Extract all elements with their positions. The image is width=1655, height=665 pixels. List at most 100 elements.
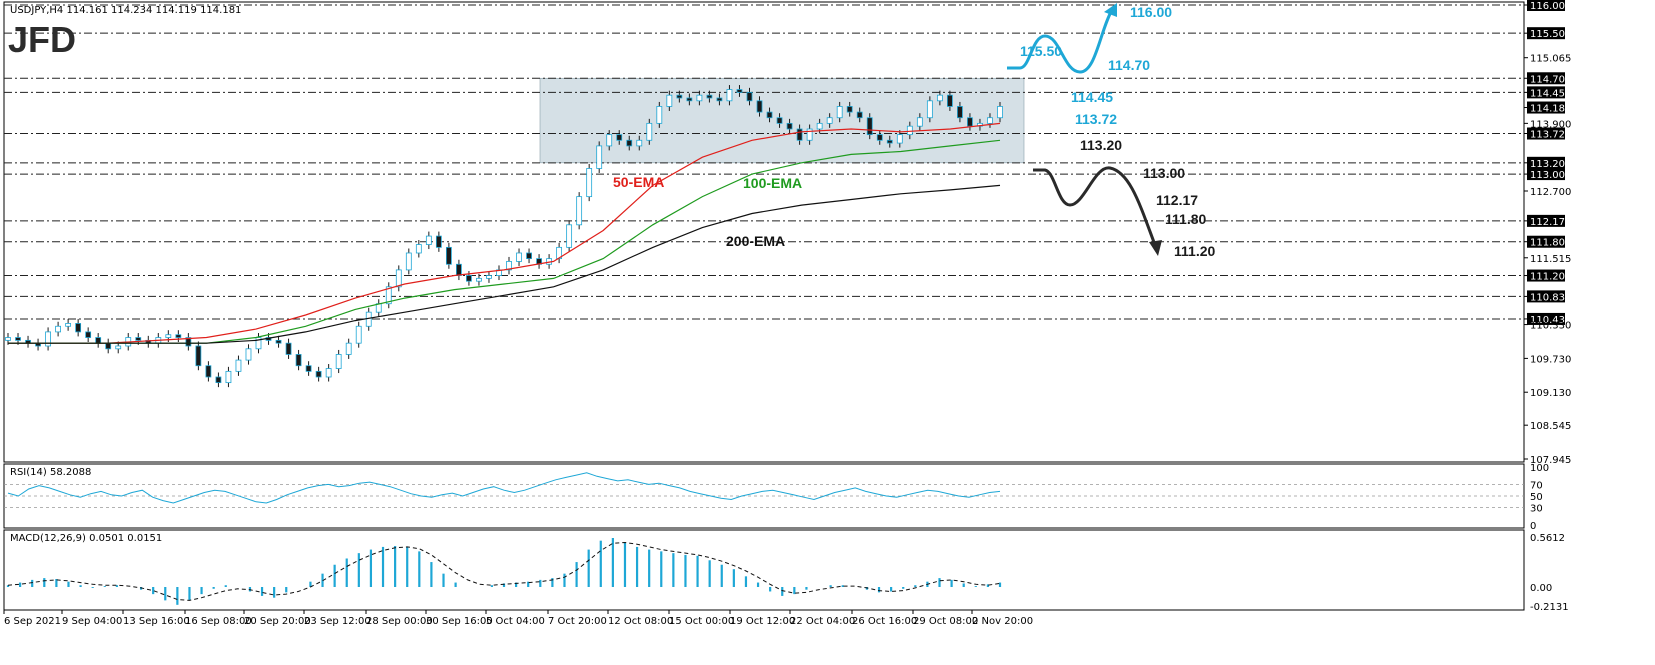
time-label-2: 13 Sep 16:00 xyxy=(123,616,190,627)
rsi-tick-3: 30 xyxy=(1530,504,1543,515)
ema-50-label: 50-EMA xyxy=(613,174,664,190)
price-label-bg-0 xyxy=(1527,0,1565,11)
candle-body-9 xyxy=(95,337,102,344)
candle-body-48 xyxy=(486,275,492,279)
candle-body-40 xyxy=(405,252,412,271)
macd-tick-2: -0.2131 xyxy=(1530,602,1569,613)
candle-body-52 xyxy=(526,252,532,260)
price-label-21: 107.945 xyxy=(1530,455,1571,466)
candle-body-88 xyxy=(886,139,893,144)
candle-body-6 xyxy=(65,323,72,327)
price-label-9: 113.000 xyxy=(1530,170,1571,181)
candle-body-17 xyxy=(175,334,182,338)
candle-body-56 xyxy=(566,224,573,248)
candle-body-95 xyxy=(957,106,963,119)
candle-body-86 xyxy=(866,117,873,136)
candle-body-78 xyxy=(786,122,793,130)
price-label-7: 113.720 xyxy=(1530,130,1571,141)
candle-body-72 xyxy=(726,89,733,102)
time-label-3: 16 Sep 08:00 xyxy=(185,616,252,627)
candle-body-58 xyxy=(586,168,593,198)
price-label-4: 114.450 xyxy=(1530,88,1571,99)
candle-body-10 xyxy=(105,342,112,350)
candle-body-65 xyxy=(656,106,663,124)
candle-body-28 xyxy=(285,342,292,355)
candle-body-73 xyxy=(736,89,743,93)
candle-body-91 xyxy=(916,117,923,127)
candle-body-4 xyxy=(45,331,51,347)
candle-body-61 xyxy=(616,134,623,141)
candle-body-22 xyxy=(225,370,232,384)
candle-body-43 xyxy=(435,235,442,248)
candle-body-59 xyxy=(596,145,603,169)
price-label-bg-15 xyxy=(1527,290,1565,303)
candle-body-27 xyxy=(275,339,282,344)
price-label-2: 115.065 xyxy=(1530,54,1571,65)
time-label-12: 19 Oct 12:00 xyxy=(730,616,795,627)
candle-body-62 xyxy=(626,139,633,147)
time-label-14: 26 Oct 16:00 xyxy=(852,616,917,627)
macd-tick-0: 0.5612 xyxy=(1530,533,1565,544)
bearish-arrow-head xyxy=(1149,240,1162,256)
bullish-arrow-head xyxy=(1104,3,1117,17)
candle-body-30 xyxy=(305,365,312,372)
price-label-15: 110.830 xyxy=(1530,292,1571,303)
candle-body-31 xyxy=(315,370,322,378)
candle-body-83 xyxy=(836,106,843,119)
price-label-1: 115.500 xyxy=(1530,29,1571,40)
bullish-path xyxy=(1007,7,1115,74)
price-label-16: 110.430 xyxy=(1530,315,1571,326)
annotation-114-45: 114.45 xyxy=(1071,89,1113,105)
price-label-13: 111.515 xyxy=(1530,254,1571,265)
candle-body-35 xyxy=(355,325,362,344)
candle-body-76 xyxy=(766,111,773,119)
price-label-bg-3 xyxy=(1527,72,1565,85)
candle-body-18 xyxy=(185,337,192,347)
annotation-113-00: 113.00 xyxy=(1143,165,1185,181)
candle-body-44 xyxy=(445,246,452,265)
candle-body-7 xyxy=(75,323,82,333)
time-label-10: 12 Oct 08:00 xyxy=(608,616,673,627)
price-axis: 116.000 115.500 115.065 114.700 114.450 114.1… xyxy=(1524,0,1571,466)
candle-body-94 xyxy=(946,94,953,107)
annotation-114-70: 114.70 xyxy=(1108,57,1150,73)
candle-body-80 xyxy=(806,128,813,141)
candle-body-42 xyxy=(425,235,432,245)
price-label-18: 109.730 xyxy=(1530,354,1571,365)
candle-body-66 xyxy=(666,94,673,107)
price-label-bg-7 xyxy=(1527,127,1565,140)
candle-body-50 xyxy=(506,261,512,271)
candle-body-68 xyxy=(686,97,693,102)
candle-body-36 xyxy=(365,311,372,327)
candle-body-38 xyxy=(385,286,392,305)
annotation-111-80: 111.80 xyxy=(1165,211,1206,227)
rsi-line xyxy=(7,472,1001,504)
time-label-8: 5 Oct 04:00 xyxy=(486,616,545,627)
candle-body-87 xyxy=(876,134,883,141)
candle-body-69 xyxy=(696,94,703,102)
ema-100-label: 100-EMA xyxy=(743,175,802,191)
time-label-0: 6 Sep 2021 xyxy=(4,616,61,627)
price-label-12: 111.800 xyxy=(1530,238,1571,249)
macd-indicator: 0.5612 0.00 -0.2131 xyxy=(6,533,1569,613)
candle-body-1 xyxy=(15,337,21,341)
candle-body-84 xyxy=(846,106,853,113)
time-label-11: 15 Oct 00:00 xyxy=(669,616,734,627)
candle-body-51 xyxy=(516,252,522,262)
candle-body-99 xyxy=(997,106,1003,119)
price-label-6: 113.900 xyxy=(1530,119,1571,130)
price-label-11: 112.170 xyxy=(1530,217,1571,228)
candle-body-32 xyxy=(325,368,332,378)
time-label-1: 9 Sep 04:00 xyxy=(62,616,122,627)
ema-200-label: 200-EMA xyxy=(726,233,785,249)
candle-body-34 xyxy=(345,342,352,355)
candle-body-41 xyxy=(415,244,422,254)
price-label-14: 111.200 xyxy=(1530,272,1571,283)
price-label-bg-14 xyxy=(1527,269,1565,282)
candle-body-21 xyxy=(215,376,222,384)
time-label-13: 22 Oct 04:00 xyxy=(790,616,855,627)
candle-body-89 xyxy=(896,134,903,144)
candle-body-47 xyxy=(476,277,482,282)
